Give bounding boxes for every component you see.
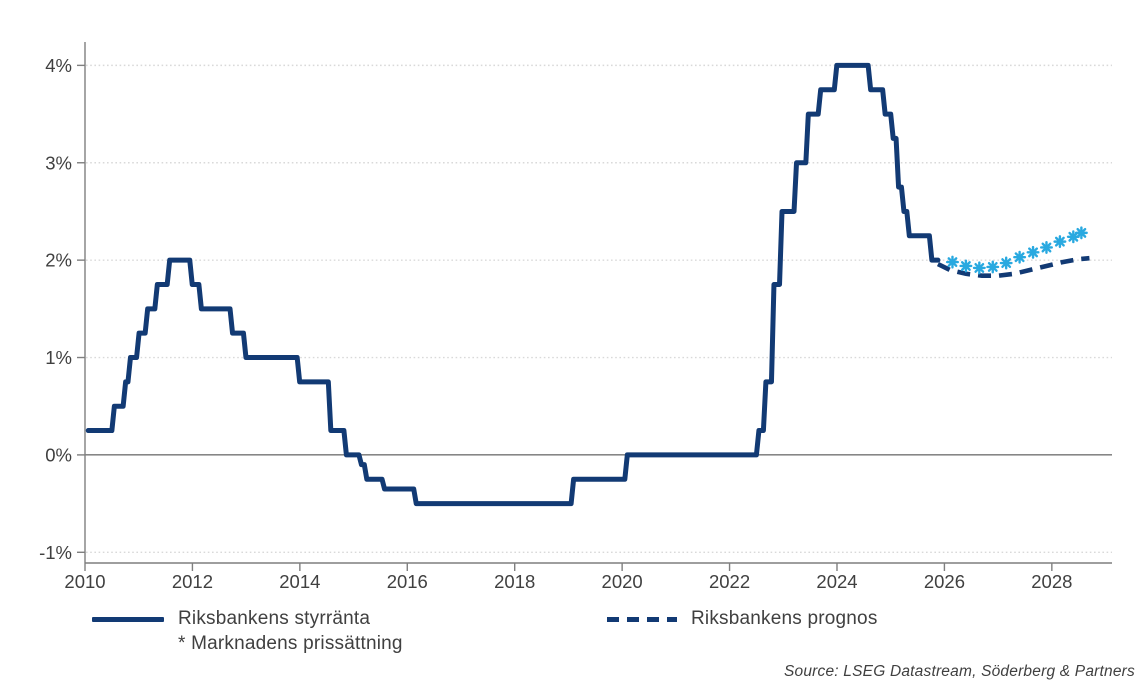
legend-label-styrranta: Riksbankens styrränta (178, 608, 371, 629)
asterisk-marker (1001, 258, 1012, 269)
x-axis-label: 2010 (64, 571, 105, 592)
legend-label-prognos: Riksbankens prognos (691, 608, 878, 629)
asterisk-marker (947, 257, 958, 268)
asterisk-marker (960, 261, 971, 271)
y-axis-label: -1% (39, 542, 72, 563)
asterisk-marker (1041, 242, 1052, 253)
x-axis-label: 2020 (602, 571, 643, 592)
y-axis-label: 0% (45, 444, 72, 465)
asterisk-marker (987, 262, 998, 272)
x-axis-label: 2028 (1031, 571, 1072, 592)
y-axis-label: 4% (45, 55, 72, 76)
source-note: Source: LSEG Datastream, Söderberg & Par… (783, 663, 1135, 680)
series-prognos (936, 255, 1090, 279)
legend-item-prognos: Riksbankens prognos (607, 606, 878, 632)
asterisk-marker (1076, 227, 1087, 238)
legend-note-market-pricing: * Marknadens prissättning (178, 633, 403, 654)
x-axis-label: 2012 (172, 571, 213, 592)
x-axis-label: 2024 (816, 571, 857, 592)
x-axis-label: 2016 (387, 571, 428, 592)
series-styrranta (85, 62, 941, 507)
x-axis-label: 2022 (709, 571, 750, 592)
asterisk-marker (1014, 252, 1025, 263)
asterisk-marker (1054, 236, 1065, 247)
asterisk-marker (1068, 231, 1079, 242)
asterisk-marker (974, 262, 985, 273)
y-axis-label: 1% (45, 347, 72, 368)
x-axis-label: 2014 (279, 571, 320, 592)
asterisk-marker (1028, 247, 1038, 258)
y-axis-label: 3% (45, 152, 72, 173)
x-axis-label: 2018 (494, 571, 535, 592)
solid-line-swatch (92, 616, 164, 622)
legend-item-styrranta: Riksbankens styrränta (92, 606, 370, 632)
dashed-line-swatch (607, 616, 677, 622)
y-axis-label: 2% (45, 250, 72, 271)
x-axis-label: 2026 (924, 571, 965, 592)
